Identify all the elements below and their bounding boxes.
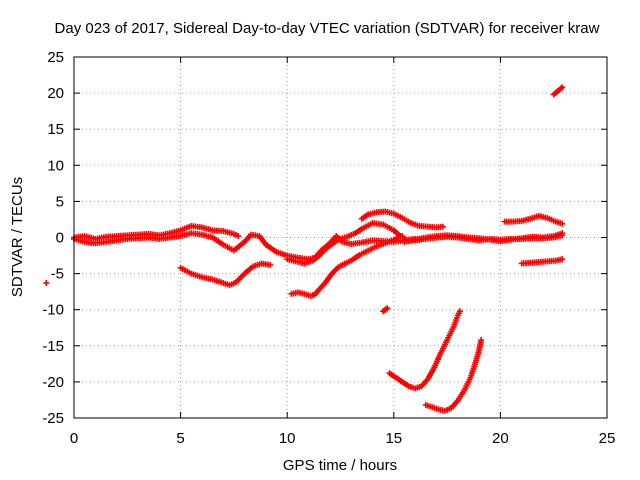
series-track-e	[358, 208, 446, 231]
data-point	[341, 260, 348, 267]
data-point	[478, 337, 485, 344]
y-tick-label: -5	[51, 266, 64, 283]
series-track-j	[386, 308, 463, 392]
series-track-k	[422, 337, 485, 414]
x-tick-label: 20	[492, 430, 509, 447]
series-track-o	[43, 279, 50, 286]
y-tick-label: 10	[47, 157, 64, 174]
series-track-f	[401, 230, 566, 245]
data-point	[456, 308, 463, 315]
x-tick-label: 15	[385, 430, 402, 447]
data-point	[559, 220, 566, 227]
y-tick-label: -15	[42, 338, 64, 355]
y-axis-label: SDTVAR / TECUs	[9, 177, 26, 297]
x-tick-label: 25	[599, 430, 616, 447]
series-track-n	[550, 84, 566, 98]
data-point	[559, 84, 566, 91]
data-point	[267, 261, 274, 268]
series-track-m	[518, 256, 566, 267]
data-point	[559, 230, 566, 237]
data-point	[384, 305, 391, 312]
y-tick-label: 15	[47, 121, 64, 138]
y-tick-label: 25	[47, 49, 64, 66]
x-axis-label: GPS time / hours	[283, 457, 397, 474]
x-tick-label: 10	[279, 430, 296, 447]
series-track-c	[177, 260, 274, 289]
y-tick-label: -10	[42, 302, 64, 319]
series-track-l	[501, 212, 566, 227]
data-point	[439, 223, 446, 230]
x-tick-label: 5	[176, 430, 184, 447]
y-tick-label: 5	[56, 193, 64, 210]
data-point	[235, 233, 242, 240]
chart-title: Day 023 of 2017, Sidereal Day-to-day VTE…	[55, 20, 600, 37]
y-tick-label: 0	[56, 230, 64, 247]
data-points	[43, 84, 566, 414]
data-point	[559, 256, 566, 263]
series-track-i	[380, 305, 391, 315]
data-point	[43, 279, 50, 286]
x-tick-label: 0	[70, 430, 78, 447]
series-track-h	[288, 260, 348, 299]
y-tick-label: -20	[42, 374, 64, 391]
series-track-g	[339, 233, 406, 268]
data-point	[399, 233, 406, 240]
ticks: 0 5 10 15 20 25 -25 -20 -15 -10 -5 0 5 10 15 20 25	[42, 49, 615, 447]
y-tick-label: -25	[42, 410, 64, 427]
plot-frame	[73, 56, 608, 419]
y-tick-label: 20	[47, 85, 64, 102]
